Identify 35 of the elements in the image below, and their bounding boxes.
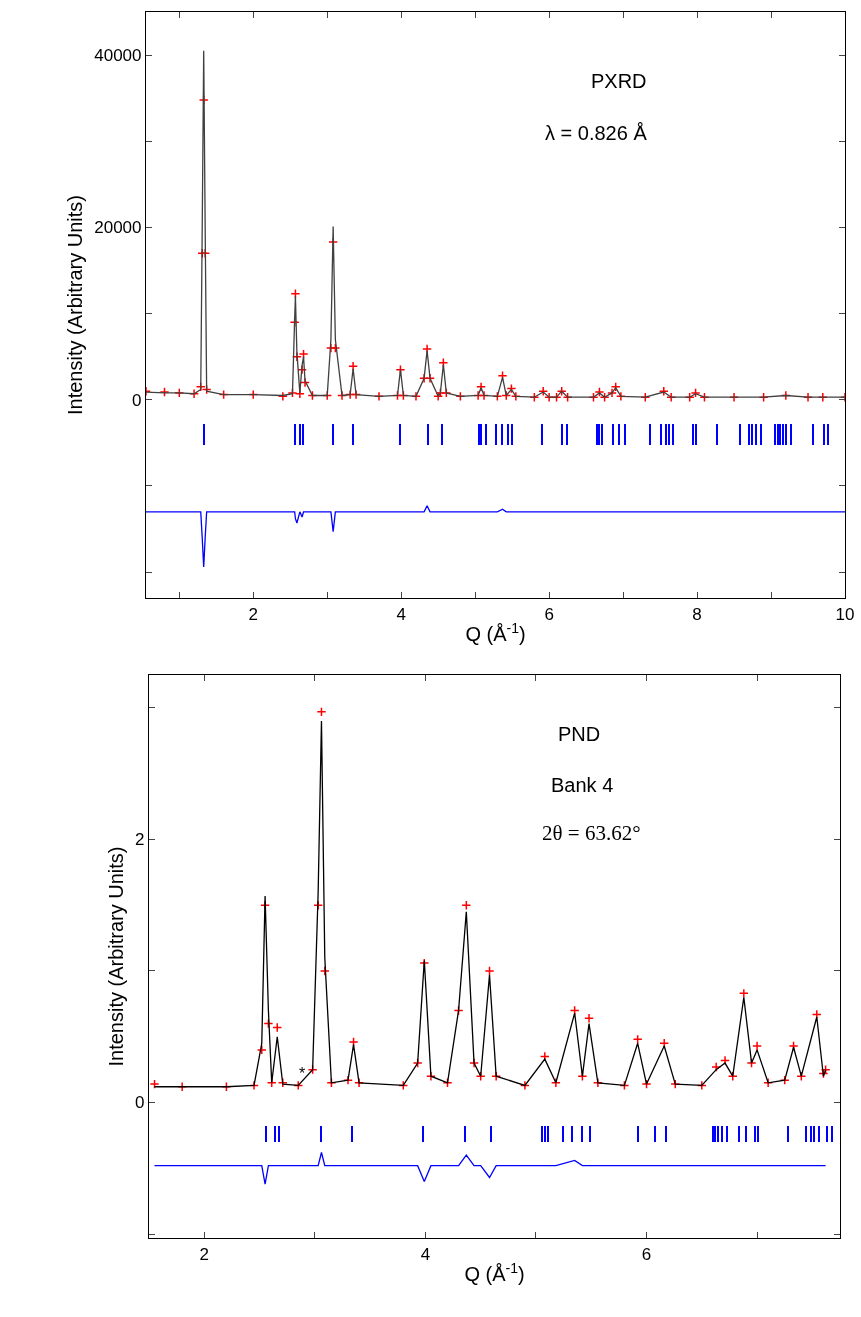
y-tick-label: 0: [135, 1093, 145, 1113]
x-tick-label: 8: [692, 604, 702, 624]
annotation: λ = 0.826 Å: [545, 122, 648, 144]
x-axis-title: Q (Å$^{-1}$): [465, 619, 526, 645]
line-series: [146, 505, 845, 568]
x-tick-label: 4: [396, 604, 406, 624]
y-tick-label: 20000: [94, 218, 142, 238]
point: [316, 706, 327, 717]
annotation: *: [299, 1065, 306, 1082]
x-tick-label: 6: [544, 604, 554, 624]
y-axis-title: Intensity (Arbitrary Units): [63, 194, 86, 416]
point: [256, 1044, 267, 1055]
y-axis-title: Intensity (Arbitrary Units): [104, 846, 127, 1067]
annotation: 2θ = 63.62°: [542, 821, 641, 845]
annotation: PND: [558, 723, 601, 745]
x-tick-label: 2: [199, 1244, 210, 1264]
y-tick-label: 2: [135, 830, 145, 850]
point: [149, 1079, 160, 1090]
y-tick-label: 40000: [94, 46, 142, 66]
x-tick-label: 10: [835, 604, 855, 624]
annotation: PXRD: [591, 70, 647, 92]
point: [484, 966, 495, 976]
point: [752, 1041, 763, 1051]
x-tick-label: 2: [248, 604, 258, 624]
x-tick-label: 4: [420, 1244, 431, 1264]
line-series: [153, 1151, 827, 1185]
x-axis-title: Q (Å$^{-1}$): [464, 1259, 525, 1285]
point: [584, 1013, 594, 1024]
annotation: Bank 4: [551, 774, 614, 796]
point: [348, 1037, 359, 1047]
x-tick-label: 6: [641, 1244, 652, 1264]
point: [738, 988, 749, 999]
point: [461, 900, 472, 911]
line-series: [153, 720, 827, 1088]
y-tick-label: 0: [132, 390, 142, 410]
